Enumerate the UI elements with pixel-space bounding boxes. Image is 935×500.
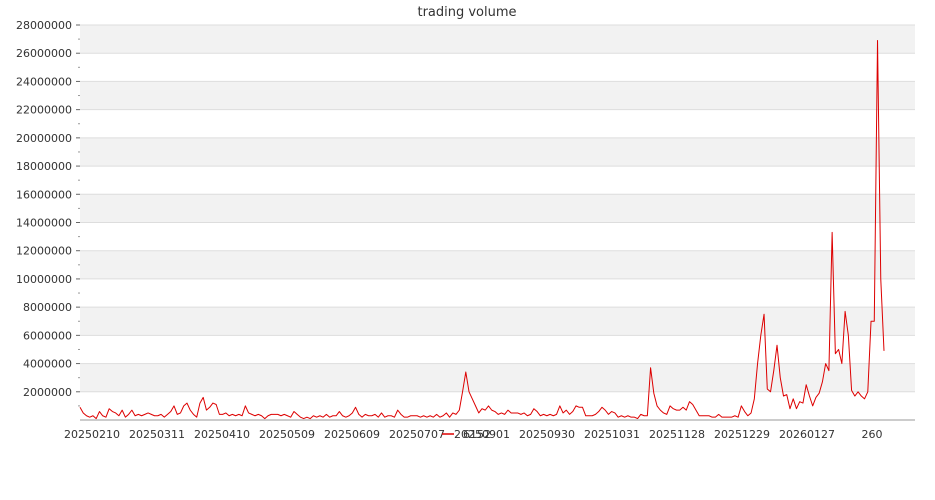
x-tick-label: 20251031 bbox=[584, 428, 640, 441]
grid-band bbox=[80, 137, 915, 167]
x-tick-label: 260 bbox=[862, 428, 883, 441]
x-tick-label: 20250930 bbox=[519, 428, 575, 441]
y-tick-label: 14000000 bbox=[16, 217, 72, 230]
legend: 6152 bbox=[442, 428, 491, 441]
y-tick-label: 4000000 bbox=[23, 358, 72, 371]
grid-band bbox=[80, 307, 915, 336]
y-tick-label: 18000000 bbox=[16, 160, 72, 173]
x-ticks: 20250210 20250311 20250410 20250509 20250609… bbox=[64, 428, 883, 441]
grid-band bbox=[80, 81, 915, 110]
y-tick-label: 20000000 bbox=[16, 132, 72, 145]
x-tick-label: 20250410 bbox=[194, 428, 250, 441]
grid-band bbox=[80, 194, 915, 223]
series-line-6152 bbox=[79, 40, 885, 420]
x-tick-label: 20250609 bbox=[324, 428, 380, 441]
x-tick-label: 20251229 bbox=[714, 428, 770, 441]
y-tick-label: 2000000 bbox=[23, 386, 72, 399]
y-ticks: 2000000 4000000 6000000 8000000 10000000 1200… bbox=[16, 19, 80, 407]
legend-label: 6152 bbox=[463, 428, 491, 441]
y-tick-label: 8000000 bbox=[23, 301, 72, 314]
x-tick-label: 20251128 bbox=[649, 428, 705, 441]
y-tick-label: 26000000 bbox=[16, 47, 72, 60]
grid-band bbox=[80, 25, 915, 54]
grid-band bbox=[80, 250, 915, 279]
grid-band bbox=[80, 363, 915, 392]
series-layer bbox=[79, 40, 885, 420]
y-tick-label: 24000000 bbox=[16, 75, 72, 88]
x-tick-label: 20250311 bbox=[129, 428, 185, 441]
y-tick-label: 22000000 bbox=[16, 104, 72, 117]
y-tick-label: 10000000 bbox=[16, 273, 72, 286]
grid-lines bbox=[80, 24, 915, 393]
grid-bands bbox=[80, 25, 915, 392]
y-tick-label: 6000000 bbox=[23, 329, 72, 342]
chart-title: trading volume bbox=[417, 5, 516, 20]
y-tick-label: 12000000 bbox=[16, 245, 72, 258]
x-tick-label: 20260127 bbox=[779, 428, 835, 441]
x-tick-label: 20250901 bbox=[454, 428, 510, 441]
x-tick-label: 20250210 bbox=[64, 428, 120, 441]
x-tick-label: 20250707 bbox=[389, 428, 445, 441]
y-tick-label: 16000000 bbox=[16, 188, 72, 201]
x-tick-label: 20250509 bbox=[259, 428, 315, 441]
y-tick-label: 28000000 bbox=[16, 19, 72, 32]
